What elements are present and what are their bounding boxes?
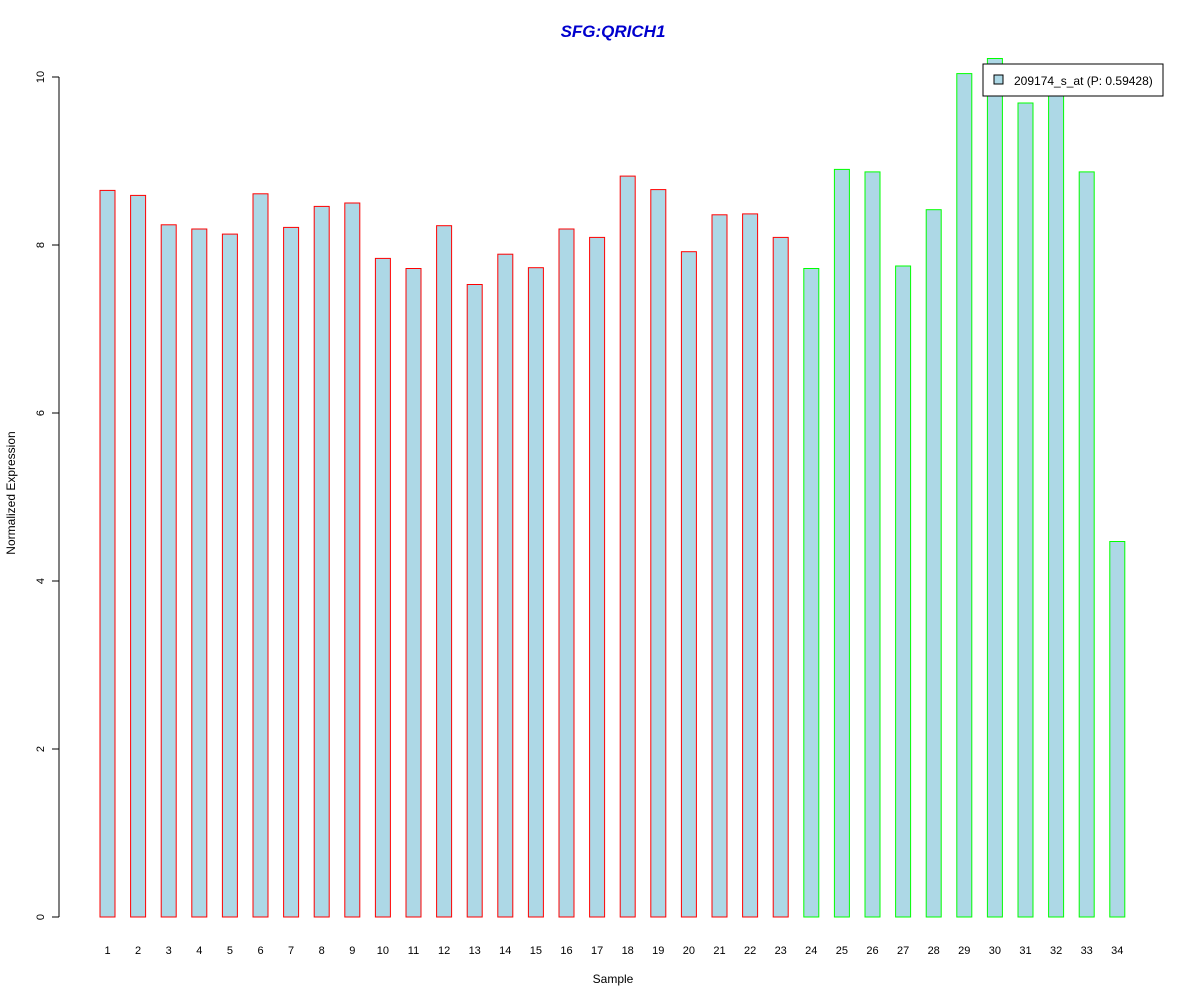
x-tick-label: 30 (989, 945, 1001, 957)
bar (313, 205, 330, 918)
bar (925, 209, 942, 918)
x-tick-label: 33 (1081, 945, 1093, 957)
bar (374, 257, 391, 918)
x-axis-title: Sample (593, 972, 634, 986)
bar (650, 189, 667, 918)
bar (803, 268, 820, 918)
y-tick-label: 0 (35, 914, 47, 920)
bar (221, 233, 238, 918)
y-tick-label: 2 (35, 746, 47, 752)
x-tick-label: 10 (377, 945, 389, 957)
x-tick-label: 31 (1019, 945, 1031, 957)
x-tick-label: 8 (319, 945, 325, 957)
legend-swatch (993, 74, 1004, 85)
bar (99, 189, 116, 918)
x-tick-label: 19 (652, 945, 664, 957)
y-axis-title: Normalized Expression (4, 431, 18, 554)
bar (711, 214, 728, 918)
x-tick-label: 15 (530, 945, 542, 957)
x-tick-label: 29 (958, 945, 970, 957)
x-tick-label: 5 (227, 945, 233, 957)
bar (1078, 171, 1095, 918)
x-tick-label: 22 (744, 945, 756, 957)
bar (589, 236, 606, 918)
y-tick-label: 4 (35, 578, 47, 584)
y-tick-label: 6 (35, 410, 47, 416)
legend-box (982, 63, 1164, 97)
bar (772, 236, 789, 918)
x-tick-label: 12 (438, 945, 450, 957)
bar (986, 58, 1003, 918)
bar (864, 171, 881, 918)
bar (1048, 89, 1065, 918)
bar (160, 224, 177, 918)
x-tick-label: 11 (408, 945, 419, 957)
legend: 209174_s_at (P: 0.59428) (982, 63, 1164, 97)
x-tick-label: 28 (928, 945, 940, 957)
x-tick-label: 25 (836, 945, 848, 957)
bar (895, 265, 912, 918)
x-tick-label: 26 (866, 945, 878, 957)
x-tick-label: 23 (775, 945, 787, 957)
bar (252, 193, 269, 918)
x-tick-labels: 1 2 3 4 5 6 7 8 9 10 11 12 13 14 15 16 17 18 19 20 21 22 23 24 2… (104, 945, 1123, 957)
bar (344, 202, 361, 918)
bar (956, 73, 973, 918)
bar (436, 225, 453, 918)
bar (283, 226, 300, 918)
x-tick-label: 9 (349, 945, 355, 957)
bar (833, 168, 850, 918)
x-tick-label: 24 (805, 945, 817, 957)
bars (99, 58, 1126, 918)
x-tick-label: 34 (1111, 945, 1123, 957)
bar (130, 194, 147, 918)
bar (742, 213, 759, 918)
x-tick-label: 18 (622, 945, 634, 957)
x-tick-label: 4 (196, 945, 202, 957)
x-tick-label: 32 (1050, 945, 1062, 957)
x-tick-label: 16 (560, 945, 572, 957)
bar (1109, 541, 1126, 918)
x-tick-label: 20 (683, 945, 695, 957)
x-tick-label: 2 (135, 945, 141, 957)
bar (405, 268, 422, 918)
x-tick-label: 6 (257, 945, 263, 957)
y-axis: 0 2 4 6 8 10 (35, 71, 60, 920)
bar (497, 253, 514, 918)
chart-title: SFG:QRICH1 (561, 22, 666, 41)
bar (619, 175, 636, 918)
x-tick-label: 1 (104, 945, 110, 957)
bar (558, 228, 575, 918)
legend-label: 209174_s_at (P: 0.59428) (1014, 74, 1153, 88)
bar (466, 284, 483, 918)
x-tick-label: 21 (713, 945, 725, 957)
x-tick-label: 13 (469, 945, 481, 957)
bar (191, 228, 208, 918)
x-tick-label: 3 (166, 945, 172, 957)
x-tick-label: 27 (897, 945, 909, 957)
x-tick-label: 14 (499, 945, 511, 957)
y-tick-label: 10 (35, 71, 47, 83)
bar (680, 251, 697, 918)
x-tick-label: 7 (288, 945, 294, 957)
y-tick-label: 8 (35, 242, 47, 248)
bar (1017, 102, 1034, 918)
bar (527, 267, 544, 918)
x-tick-label: 17 (591, 945, 603, 957)
